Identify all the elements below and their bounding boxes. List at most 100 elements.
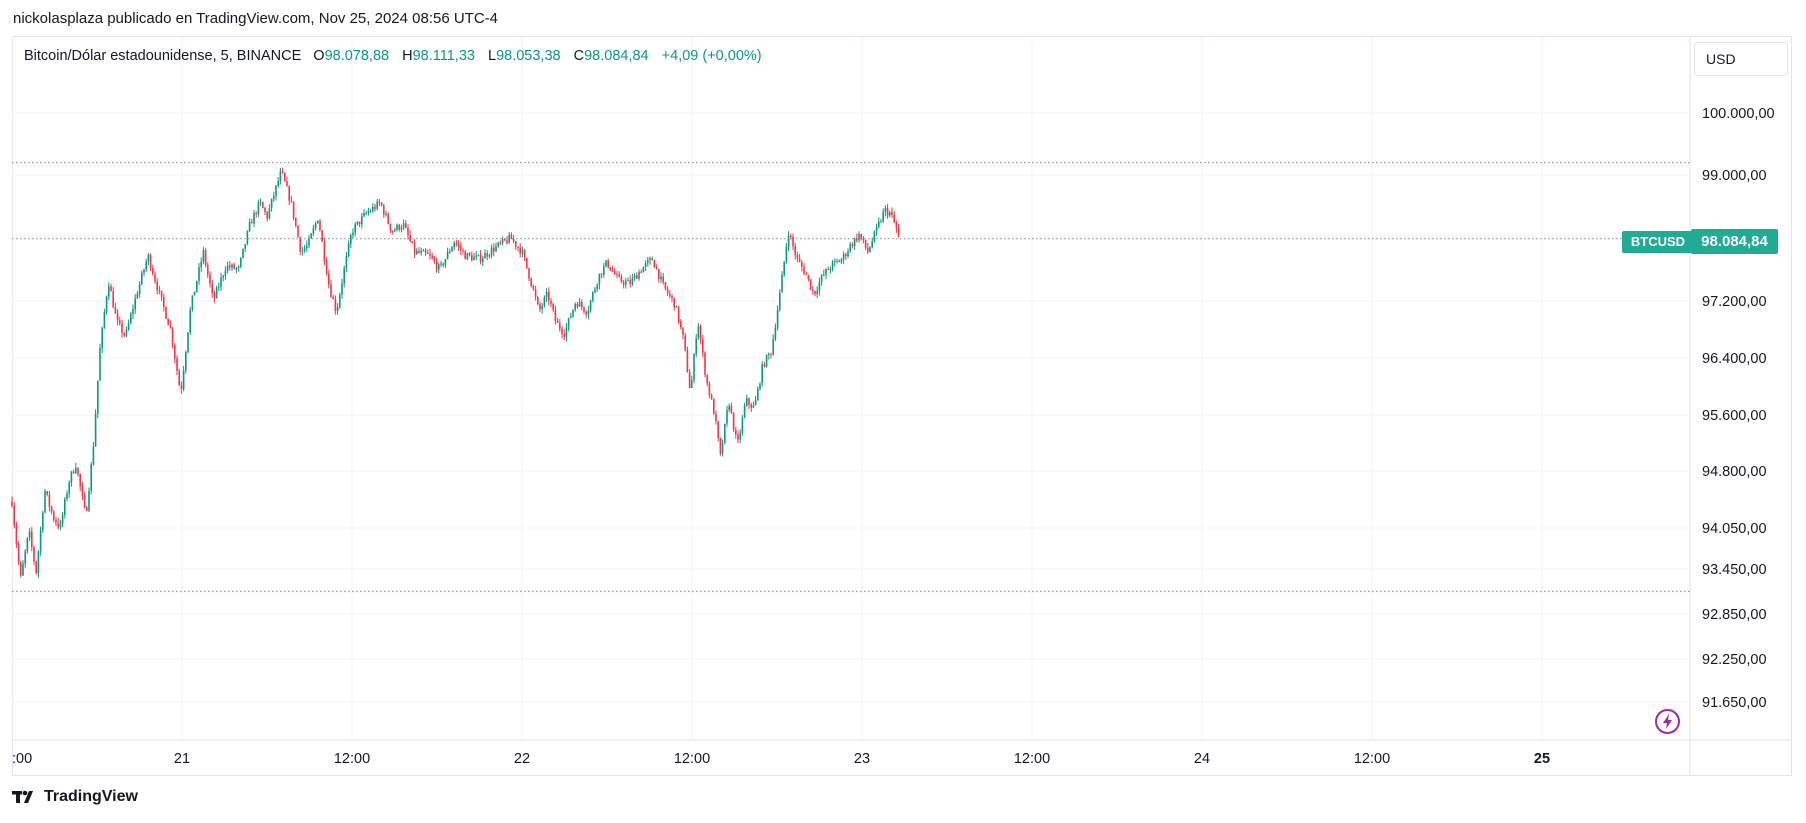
candle-body: [600, 273, 603, 275]
candle-body: [253, 212, 255, 224]
candle-body: [611, 270, 614, 272]
candle-body: [684, 335, 686, 350]
candle-body: [354, 224, 356, 233]
candle-body: [233, 264, 235, 269]
candle-body: [673, 297, 675, 308]
candle-body: [119, 320, 121, 324]
candle-body: [565, 327, 568, 337]
candle-body: [405, 223, 407, 228]
candle-body: [297, 225, 299, 238]
candle-body: [246, 231, 249, 245]
candle-body: [578, 301, 581, 307]
candle-body: [319, 220, 321, 231]
candle-body: [330, 284, 332, 297]
candle-body: [539, 304, 541, 310]
candle-body: [548, 291, 550, 301]
candle-body: [490, 247, 493, 256]
candle-body: [22, 563, 24, 576]
y-tick-label: 92.250,00: [1702, 652, 1767, 668]
candle-body: [587, 310, 590, 315]
candle-body: [743, 405, 746, 418]
candle-body: [108, 286, 110, 297]
candle-body: [242, 248, 244, 258]
candle-body: [42, 512, 44, 531]
candle-body: [268, 208, 271, 219]
ticker-tag: BTCUSD: [1622, 231, 1694, 253]
candle-body: [651, 258, 653, 261]
candle-body: [53, 511, 55, 520]
candle-body: [37, 551, 40, 574]
candle-body: [13, 505, 15, 526]
candle-body: [180, 385, 183, 389]
candle-body: [50, 506, 53, 512]
footer-brand[interactable]: TradingView: [12, 788, 138, 806]
candle-body: [845, 254, 847, 257]
candle-body: [662, 276, 664, 283]
lightning-icon[interactable]: [1654, 708, 1681, 735]
candle-body: [356, 221, 359, 225]
candle-body: [818, 282, 821, 291]
candle-body: [515, 241, 517, 247]
candle-body: [605, 260, 607, 267]
candle-body: [794, 246, 796, 256]
candle-body: [521, 250, 524, 254]
ohlc-legend: Bitcoin/Dólar estadounidense, 5, BINANCE…: [24, 48, 771, 64]
candle-body: [488, 255, 491, 257]
candle-body: [849, 244, 851, 252]
candle-body: [719, 438, 722, 454]
candle-body: [187, 332, 189, 352]
x-tick-label: 12:00: [334, 751, 370, 767]
candle-body: [28, 531, 31, 538]
candle-body: [336, 307, 339, 311]
candle-body: [301, 250, 304, 252]
candle-body: [462, 250, 464, 252]
candle-body: [693, 354, 695, 381]
candle-body: [759, 383, 761, 389]
candle-body: [46, 491, 48, 495]
x-tick-label: :00: [12, 751, 32, 767]
candle-body: [875, 226, 878, 232]
candle-body: [389, 223, 392, 231]
candle-body: [125, 329, 128, 336]
candle-body: [33, 546, 35, 562]
candle-body: [431, 255, 433, 259]
candle-body: [754, 400, 757, 406]
candle-body: [620, 276, 623, 282]
tradingview-logo-icon: [12, 790, 33, 803]
candle-body: [204, 250, 207, 265]
candle-body: [556, 320, 559, 323]
candle-body: [688, 372, 691, 388]
candle-body: [475, 255, 477, 257]
candle-body: [702, 339, 704, 353]
currency-button[interactable]: USD: [1694, 42, 1788, 76]
candle-body: [460, 246, 462, 251]
candle-body: [473, 256, 475, 261]
candle-body: [829, 268, 832, 270]
candle-body: [831, 261, 834, 269]
candle-body: [411, 241, 414, 244]
candle-body: [88, 490, 90, 511]
candle-body: [779, 292, 781, 310]
candle-body: [649, 258, 651, 261]
candle-body: [477, 254, 480, 256]
y-tick-label: 100.000,00: [1702, 106, 1775, 122]
candle-body: [229, 265, 231, 268]
candle-body: [785, 246, 788, 262]
candle-body: [299, 237, 301, 252]
candle-body: [75, 467, 77, 474]
candle-body: [554, 309, 557, 321]
tradingview-brand-text: TradingView: [44, 788, 138, 805]
candle-body: [369, 211, 372, 213]
candle-body: [15, 525, 18, 545]
candle-body: [552, 303, 554, 310]
candle-body: [642, 267, 645, 273]
candle-body: [499, 242, 502, 244]
low-label: L: [488, 48, 497, 64]
candle-body: [856, 238, 858, 241]
candle-body: [669, 293, 671, 296]
candle-body: [248, 221, 251, 232]
candle-body: [427, 252, 429, 254]
candle-body: [17, 544, 20, 563]
symbol-title[interactable]: Bitcoin/Dólar estadounidense, 5, BINANCE: [24, 48, 302, 64]
